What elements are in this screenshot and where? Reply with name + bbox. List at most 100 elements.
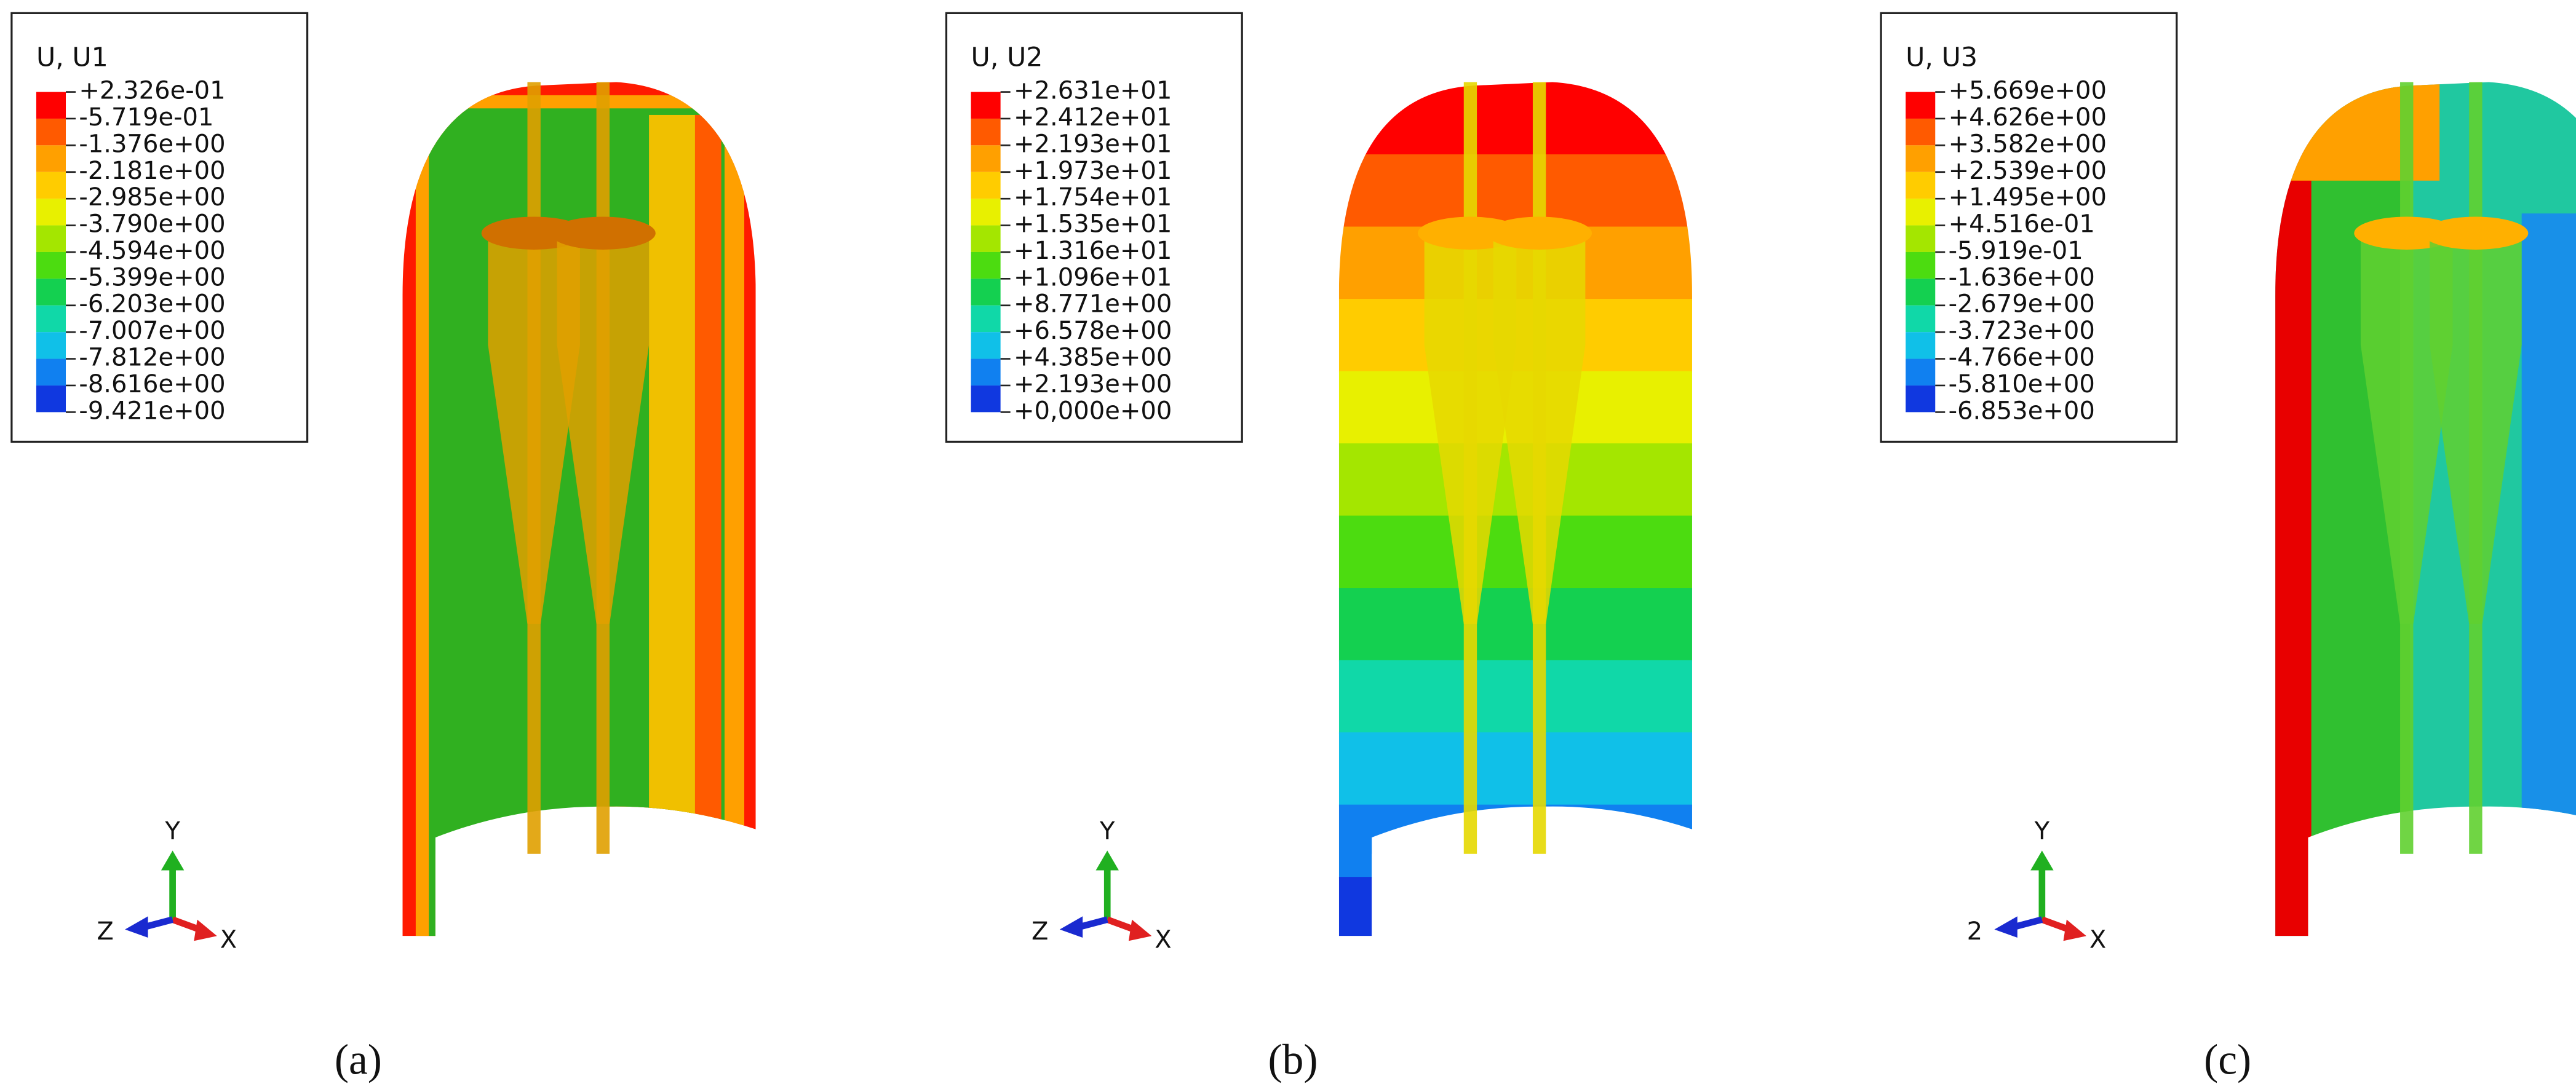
legend-label: +6.578e+00 xyxy=(1014,317,1172,345)
shell-band xyxy=(1338,660,1692,734)
triad-y: Y xyxy=(2034,817,2050,845)
legend-swatch xyxy=(36,225,66,252)
legend-swatch xyxy=(36,332,66,359)
shell-band xyxy=(1338,588,1692,662)
shell-band xyxy=(2275,82,2440,181)
legend-label: +1.754e+01 xyxy=(1014,183,1172,212)
shell-shade xyxy=(1372,806,1692,936)
legend-label: +2.412e+01 xyxy=(1014,103,1172,132)
legend-label: +2.326e-01 xyxy=(79,77,225,105)
legend-label: -4.594e+00 xyxy=(79,237,225,265)
legend-label: -1.636e+00 xyxy=(1949,263,2095,291)
legend-label: -6.203e+00 xyxy=(79,290,225,318)
model xyxy=(2275,82,2576,936)
legend-swatch xyxy=(1906,279,1936,306)
shell-shade xyxy=(2308,806,2576,936)
legend-label: -5.919e-01 xyxy=(1949,237,2083,265)
legend-title: U, U1 xyxy=(36,42,108,73)
cyclone xyxy=(2430,238,2522,624)
legend-swatch xyxy=(1906,385,1936,413)
legend-label: -1.376e+00 xyxy=(79,130,225,158)
legend-label: -5.719e-01 xyxy=(79,103,213,132)
cyclone xyxy=(1493,238,1586,624)
legend-swatch xyxy=(971,385,1001,413)
legend-swatch xyxy=(971,225,1001,252)
legend-swatch xyxy=(971,92,1001,119)
legend-swatch xyxy=(971,118,1001,146)
triad-z: Z xyxy=(97,917,113,946)
legend-swatch xyxy=(971,305,1001,333)
legend-label: -2.985e+00 xyxy=(79,183,225,212)
triad-z: 2 xyxy=(1967,917,1982,946)
legend-title: U, U2 xyxy=(971,42,1043,73)
legend-label: +0,000e+00 xyxy=(1014,397,1172,425)
legend-label: +3.582e+00 xyxy=(1949,130,2107,158)
legend-swatch xyxy=(971,358,1001,386)
shell-band xyxy=(2275,82,2312,936)
legend-label: -8.616e+00 xyxy=(79,370,225,398)
legend-label: +4.626e+00 xyxy=(1949,103,2107,132)
axis-y-head xyxy=(161,850,185,871)
cyclone-flange xyxy=(2423,216,2529,250)
legend-swatch xyxy=(971,199,1001,226)
legend-swatch xyxy=(36,305,66,333)
legend-label: +8.771e+00 xyxy=(1014,290,1172,318)
legend-label: -2.679e+00 xyxy=(1949,290,2095,318)
legend-swatch xyxy=(1906,225,1936,252)
legend-swatch xyxy=(1906,118,1936,146)
legend-swatch xyxy=(36,92,66,119)
legend-swatch xyxy=(36,358,66,386)
shell-band xyxy=(1338,515,1692,590)
legend-label: +5.669e+00 xyxy=(1949,77,2107,105)
legend-label: +1.096e+01 xyxy=(1014,263,1172,291)
legend-label: -3.723e+00 xyxy=(1949,317,2095,345)
legend-swatch xyxy=(971,251,1001,279)
legend-label: -3.790e+00 xyxy=(79,210,225,239)
shell-band xyxy=(1338,82,1692,156)
legend-swatch xyxy=(1906,145,1936,172)
legend-swatch xyxy=(971,279,1001,306)
axis-y-head xyxy=(1095,850,1119,871)
axis-x-head xyxy=(2063,919,2086,941)
triad-y: Y xyxy=(1099,817,1115,845)
legend-label: +2.631e+01 xyxy=(1014,77,1172,105)
model xyxy=(402,82,756,936)
legend-swatch xyxy=(36,172,66,199)
legend-title: U, U3 xyxy=(1906,42,1978,73)
legend-swatch xyxy=(971,172,1001,199)
triad-y: Y xyxy=(164,817,180,845)
legend-swatch xyxy=(36,279,66,306)
panel: U, U3 +5.669e+00+4.626e+00+3.582e+00+2.53… xyxy=(1880,12,2251,1084)
legend-label: -7.007e+00 xyxy=(79,317,225,345)
legend-label: +4.385e+00 xyxy=(1014,344,1172,372)
legend-swatch xyxy=(36,118,66,146)
legend-swatch xyxy=(1906,172,1936,199)
caption: (b) xyxy=(1268,1037,1318,1084)
axis-y-head xyxy=(2030,850,2054,871)
caption: (c) xyxy=(2204,1037,2251,1084)
legend-swatch xyxy=(1906,199,1936,226)
legend-label: +4.516e-01 xyxy=(1949,210,2095,239)
legend-label: -9.421e+00 xyxy=(79,397,225,425)
axis-x-head xyxy=(1128,919,1152,941)
caption: (a) xyxy=(335,1037,382,1084)
legend-swatch xyxy=(1906,251,1936,279)
triad-x: X xyxy=(220,925,237,954)
legend-label: +1.535e+01 xyxy=(1014,210,1172,239)
axis-x-head xyxy=(194,919,217,941)
cyclone xyxy=(557,238,650,624)
legend-swatch xyxy=(971,145,1001,172)
panel: U, U2 +2.631e+01+2.412e+01+2.193e+01+1.97… xyxy=(945,12,1318,1084)
legend-label: -5.399e+00 xyxy=(79,263,225,291)
shell-shade xyxy=(435,806,756,936)
axis-z-head xyxy=(1994,916,2017,938)
legend-label: -7.812e+00 xyxy=(79,344,225,372)
legend-label: +2.539e+00 xyxy=(1949,157,2107,185)
legend-swatch xyxy=(1906,92,1936,119)
panel: U, U1 +2.326e-01-5.719e-01-1.376e+00-2.18… xyxy=(10,12,382,1084)
legend-label: +1.495e+00 xyxy=(1949,183,2107,212)
legend-label: +2.193e+00 xyxy=(1014,370,1172,398)
legend-swatch xyxy=(36,251,66,279)
legend-label: -4.766e+00 xyxy=(1949,344,2095,372)
